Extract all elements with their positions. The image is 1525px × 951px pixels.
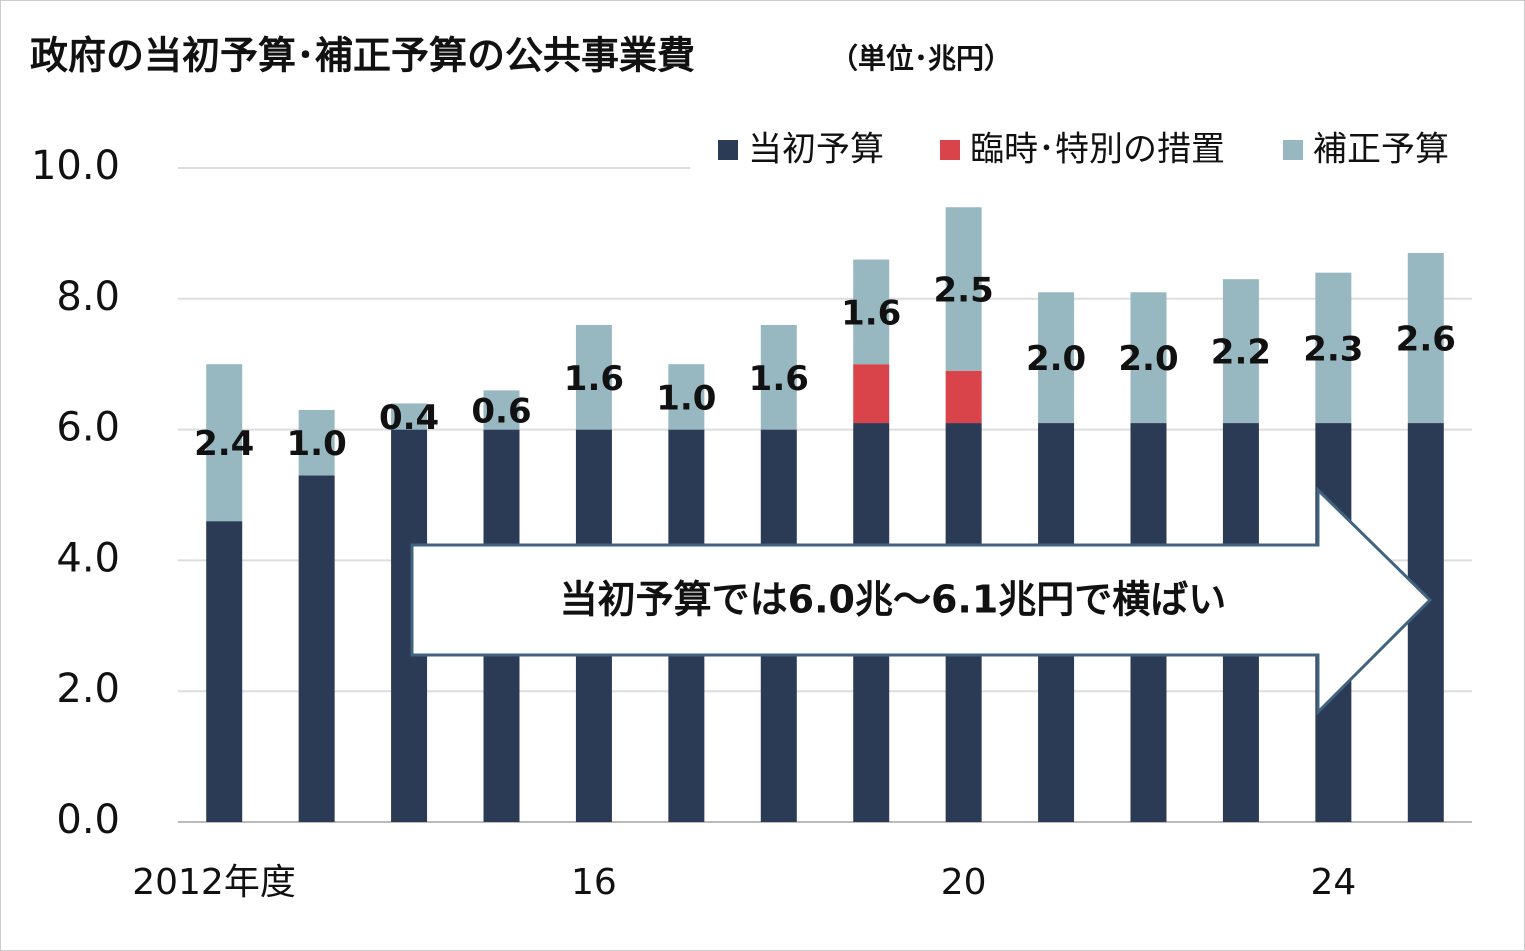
bar-segment	[1407, 253, 1444, 424]
legend-background	[690, 120, 1480, 180]
y-tick-label: 4.0	[56, 535, 120, 581]
x-tick-label: 2012年度	[132, 862, 296, 903]
legend-label: 補正予算	[1313, 130, 1449, 170]
data-label: 1.6	[564, 359, 624, 399]
chart-subtitle: （単位･兆円）	[830, 42, 1012, 75]
bar-segment	[1038, 292, 1075, 424]
data-label: 2.4	[194, 424, 254, 464]
legend-label: 臨時･特別の措置	[970, 130, 1225, 170]
annotation: 当初予算では6.0兆～6.1兆円で横ばい	[560, 578, 1227, 622]
bar-segment	[391, 403, 428, 430]
bar-segment	[298, 409, 335, 476]
data-label: 1.0	[287, 424, 347, 464]
bar-segment	[945, 370, 982, 424]
bar-segment	[483, 390, 520, 430]
x-tick-label: 16	[571, 862, 617, 903]
data-label: 2.5	[934, 270, 994, 310]
bar-segment	[206, 521, 243, 822]
bar-segment	[668, 364, 705, 430]
data-label: 2.6	[1396, 320, 1456, 360]
bar-segment	[853, 364, 890, 424]
y-tick-label: 0.0	[56, 797, 120, 843]
bar-segment	[298, 475, 335, 822]
data-label: 2.0	[1026, 339, 1086, 379]
bar-segment	[1407, 423, 1444, 822]
bar-segment	[945, 207, 982, 371]
bar-segment	[206, 364, 243, 522]
bar-segment	[1315, 272, 1352, 424]
x-tick-label: 24	[1310, 862, 1356, 903]
data-label: 1.6	[749, 359, 809, 399]
legend-swatch	[940, 140, 960, 160]
data-label: 2.3	[1303, 329, 1363, 369]
data-label: 1.0	[656, 378, 716, 418]
data-label: 2.2	[1211, 333, 1271, 373]
y-tick-label: 2.0	[56, 666, 120, 712]
annotation-arrow	[410, 486, 1433, 716]
y-tick-label: 6.0	[56, 405, 120, 451]
bar-segment	[760, 324, 797, 430]
data-label: 0.6	[471, 391, 531, 431]
bar-segment	[1222, 279, 1259, 424]
legend-swatch	[1283, 140, 1303, 160]
x-tick-label: 20	[941, 862, 987, 903]
bar-segment	[1130, 292, 1167, 424]
bar-segment	[853, 259, 890, 365]
data-label: 2.0	[1118, 339, 1178, 379]
data-label: 1.6	[841, 293, 901, 333]
y-tick-label: 8.0	[56, 274, 120, 320]
bar-segment	[575, 324, 612, 430]
legend-swatch	[718, 140, 738, 160]
y-tick-label: 10.0	[31, 143, 120, 189]
chart-title: 政府の当初予算･補正予算の公共事業費	[30, 34, 695, 78]
legend-label: 当初予算	[748, 130, 884, 170]
data-label: 0.4	[379, 398, 439, 438]
